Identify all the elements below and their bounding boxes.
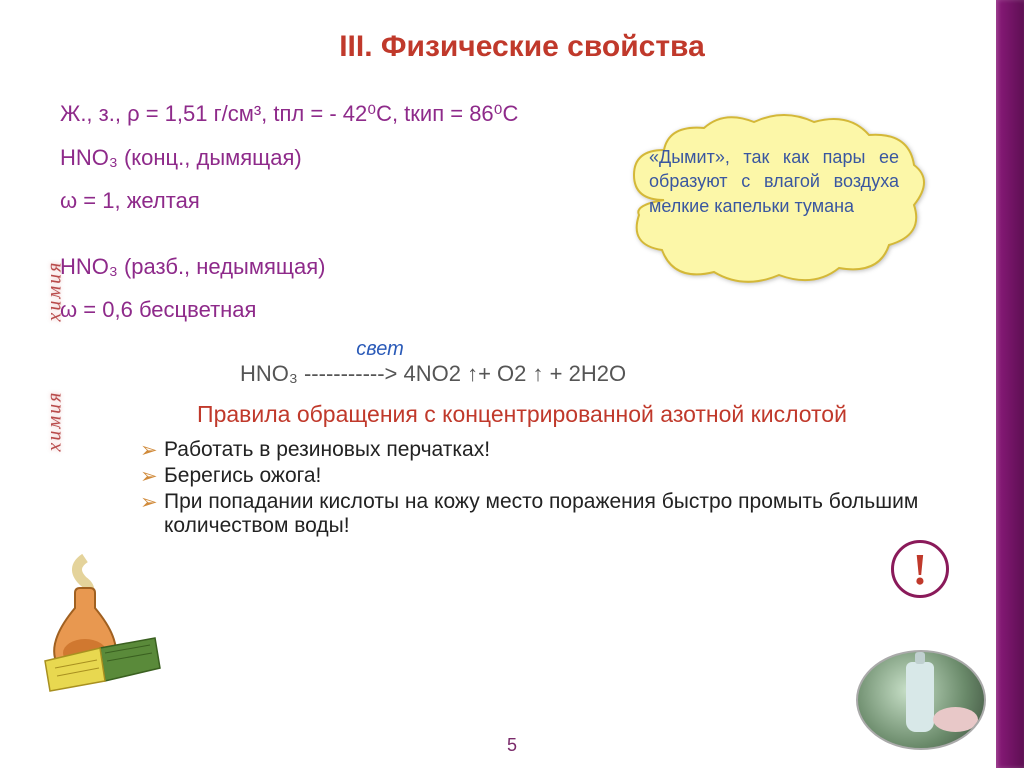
rule-item: Работать в резиновых перчатках! bbox=[140, 438, 984, 462]
decomposition-equation: свет HNO₃ -----------> 4NO2 ↑+ O2 ↑ + 2H… bbox=[240, 338, 984, 387]
equation-text: HNO₃ -----------> 4NO2 ↑+ O2 ↑ + 2H2O bbox=[240, 361, 984, 387]
rule-item: Берегись ожога! bbox=[140, 464, 984, 488]
cloud-callout: «Дымит», так как пары ее образуют с влаг… bbox=[614, 110, 934, 290]
cloud-text: «Дымит», так как пары ее образуют с влаг… bbox=[649, 145, 899, 218]
prop-omega2: ω = 0,6 бесцветная bbox=[60, 290, 984, 330]
photo-thumbnail bbox=[856, 650, 986, 750]
flask-icon bbox=[25, 553, 165, 693]
rules-list: Работать в резиновых перчатках! Берегись… bbox=[140, 438, 984, 538]
photo-bottle-icon bbox=[906, 662, 934, 732]
exclaim-mark: ! bbox=[913, 544, 928, 595]
rules-title: Правила обращения с концентрированной аз… bbox=[60, 401, 984, 428]
side-label-1: химия bbox=[44, 261, 67, 322]
side-label-2: химия bbox=[44, 391, 67, 452]
exclaim-badge: ! bbox=[891, 540, 949, 598]
flask-illustration bbox=[25, 553, 165, 693]
page-number: 5 bbox=[507, 735, 517, 756]
rule-item: При попадании кислоты на кожу место пора… bbox=[140, 490, 984, 538]
slide-title: III. Физические свойства bbox=[60, 30, 984, 64]
photo-dish-icon bbox=[933, 707, 978, 732]
right-accent-bar bbox=[996, 0, 1024, 768]
slide: III. Физические свойства Ж., з., ρ = 1,5… bbox=[0, 0, 1024, 768]
svet-label: свет bbox=[280, 338, 480, 361]
